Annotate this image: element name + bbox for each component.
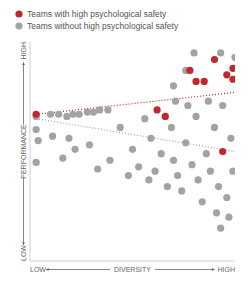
html-text:Teams without high psychologic: Teams without high psychological safety [27,21,179,31]
svg-text:HIGH: HIGH [20,42,27,60]
html-text:Teams with high psychological: Teams with high psychological safety [27,9,167,19]
svg-text:HIGH: HIGH [218,266,236,273]
svg-text:LOW: LOW [30,266,46,273]
svg-text:PERFORMANCE: PERFORMANCE [20,124,27,179]
svg-text:LOW: LOW [20,245,27,261]
svg-text:DIVERSITY: DIVERSITY [114,266,151,273]
